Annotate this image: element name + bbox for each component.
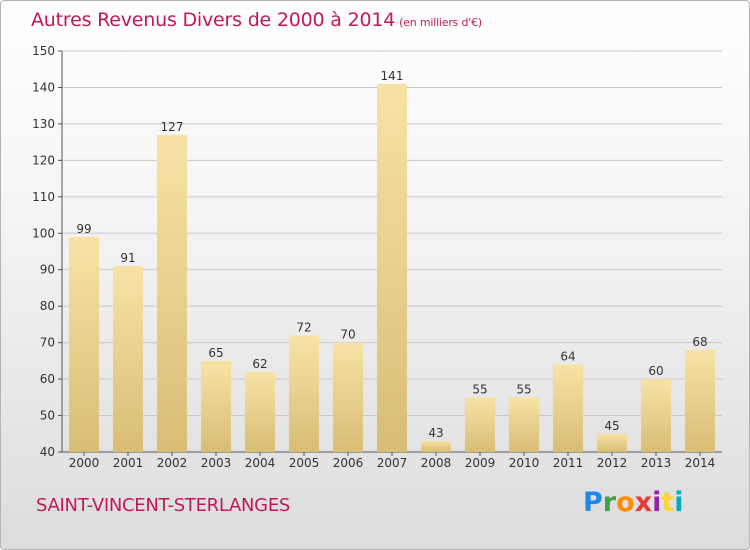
data-label: 141 <box>381 69 404 83</box>
data-label: 91 <box>120 251 135 265</box>
bars <box>69 83 715 453</box>
data-label: 55 <box>472 382 487 396</box>
logo-letter: i <box>674 487 684 518</box>
bar <box>69 236 99 452</box>
chart-title: Autres Revenus Divers de 2000 à 2014 (en … <box>31 9 482 31</box>
data-label: 43 <box>428 426 443 440</box>
y-tick-label: 110 <box>32 190 55 204</box>
logo-letter: o <box>616 487 635 518</box>
logo-letter: x <box>634 487 653 518</box>
y-tick-label: 120 <box>32 153 55 167</box>
x-tick-label: 2006 <box>333 456 364 470</box>
x-tick-label: 2003 <box>201 456 232 470</box>
y-tick-label: 90 <box>40 263 55 277</box>
y-tick-label: 100 <box>32 226 55 240</box>
logo-letter: r <box>602 487 617 518</box>
chart-title-text: Autres Revenus Divers de 2000 à 2014 <box>31 9 396 31</box>
x-tick-label: 2011 <box>553 456 584 470</box>
x-tick-label: 2009 <box>465 456 496 470</box>
chart-subtitle: (en milliers d'€) <box>399 16 483 29</box>
bar <box>289 335 319 452</box>
y-tick-label: 140 <box>32 80 55 94</box>
logo-letter: i <box>652 487 662 518</box>
y-tick-label: 50 <box>40 409 55 423</box>
data-label: 55 <box>516 382 531 396</box>
data-label: 99 <box>76 222 91 236</box>
data-label: 62 <box>252 357 267 371</box>
data-label: 68 <box>692 335 707 349</box>
bar <box>553 364 583 452</box>
x-tick-label: 2007 <box>377 456 408 470</box>
bar <box>245 371 275 452</box>
y-tick-label: 40 <box>40 445 55 459</box>
data-label: 70 <box>340 328 355 342</box>
y-tick-label: 70 <box>40 336 55 350</box>
logo-letter: P <box>583 487 603 518</box>
x-tick-label: 2000 <box>69 456 100 470</box>
data-label: 60 <box>648 364 663 378</box>
data-label: 45 <box>604 419 619 433</box>
bar <box>509 397 539 452</box>
bar <box>377 83 407 453</box>
bar <box>421 441 451 452</box>
x-tick-label: 2012 <box>597 456 628 470</box>
x-tick-label: 2001 <box>113 456 144 470</box>
data-label: 72 <box>296 320 311 334</box>
commune-name: SAINT-VINCENT-STERLANGES <box>36 495 291 516</box>
y-tick-label: 150 <box>32 44 55 58</box>
bar <box>201 360 231 452</box>
tick-labels: 40 50 60 70 80 90 100 110 120 130 140 150 2000 2001 20… <box>32 44 715 470</box>
y-tick-label: 60 <box>40 372 55 386</box>
x-tick-label: 2005 <box>289 456 320 470</box>
x-tick-label: 2010 <box>509 456 540 470</box>
bar <box>333 342 363 452</box>
data-label: 65 <box>208 346 223 360</box>
bar <box>113 266 143 452</box>
x-tick-label: 2013 <box>641 456 672 470</box>
logo-letter: t <box>661 487 675 518</box>
data-label: 127 <box>161 120 184 134</box>
bar <box>685 349 715 452</box>
bar <box>465 397 495 452</box>
y-tick-label: 80 <box>40 299 55 313</box>
y-tick-label: 130 <box>32 117 55 131</box>
proxiti-logo[interactable]: Proxiti <box>583 487 684 518</box>
bar <box>157 134 187 452</box>
data-label: 64 <box>560 350 575 364</box>
x-tick-label: 2004 <box>245 456 276 470</box>
data-labels: 99 91 127 65 62 72 70 141 43 55 55 64 45 60 68 <box>76 69 707 440</box>
x-tick-label: 2014 <box>685 456 716 470</box>
x-tick-label: 2002 <box>157 456 188 470</box>
bar <box>641 379 671 452</box>
bar <box>597 433 627 452</box>
x-tick-label: 2008 <box>421 456 452 470</box>
